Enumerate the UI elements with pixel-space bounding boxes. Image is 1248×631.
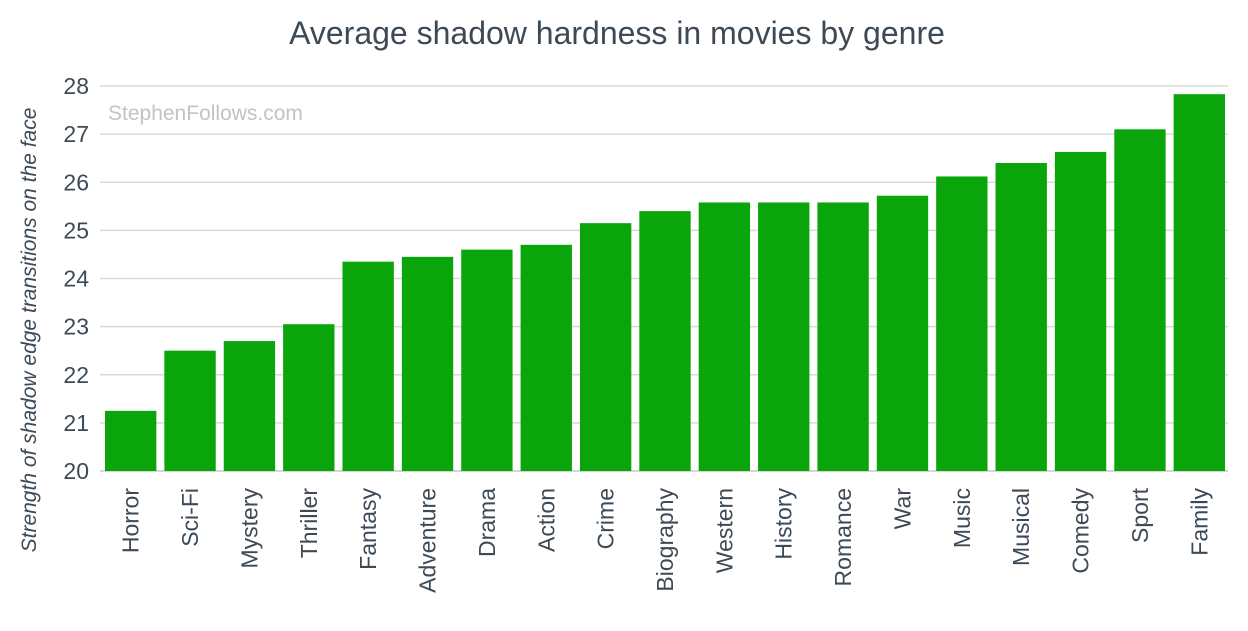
bar-sport bbox=[1114, 129, 1166, 471]
bar-horror bbox=[105, 410, 157, 471]
bar-comedy bbox=[1054, 151, 1107, 471]
x-tick-label: Sci-Fi bbox=[177, 488, 203, 547]
bar-biography bbox=[639, 211, 691, 471]
bar-drama bbox=[461, 249, 513, 471]
x-tick-label: Thriller bbox=[296, 488, 322, 559]
bar-adventure bbox=[401, 256, 454, 471]
y-tick-label: 26 bbox=[63, 169, 89, 195]
bar-music bbox=[936, 176, 988, 471]
y-tick-label: 25 bbox=[63, 217, 89, 243]
x-tick-label: Family bbox=[1186, 488, 1212, 556]
x-tick-label: Mystery bbox=[236, 488, 262, 569]
bar-romance bbox=[817, 202, 869, 471]
x-tick-label: Music bbox=[949, 488, 975, 548]
x-tick-label: Biography bbox=[652, 488, 678, 592]
x-tick-label: History bbox=[771, 488, 797, 560]
y-axis-ticks: 20 21 22 23 24 25 26 27 28 bbox=[63, 73, 89, 484]
y-axis-label: Strength of shadow edge transitions on t… bbox=[18, 108, 41, 553]
x-tick-label: Horror bbox=[118, 488, 144, 554]
chart-title: Average shadow hardness in movies by gen… bbox=[289, 15, 945, 51]
bar-sci-fi bbox=[164, 350, 216, 471]
y-tick-label: 23 bbox=[63, 314, 89, 340]
bars bbox=[105, 94, 1225, 472]
bar-mystery bbox=[223, 341, 276, 471]
x-tick-label: Adventure bbox=[415, 488, 441, 593]
x-tick-label: Action bbox=[533, 488, 559, 552]
x-tick-label: Fantasy bbox=[355, 488, 381, 570]
x-tick-label: Drama bbox=[474, 488, 500, 557]
x-tick-label: Musical bbox=[1008, 488, 1034, 566]
bar-family bbox=[1173, 94, 1225, 472]
bar-crime bbox=[579, 223, 632, 471]
y-tick-label: 27 bbox=[63, 121, 89, 147]
bar-thriller bbox=[283, 324, 335, 471]
bar-action bbox=[520, 244, 572, 471]
bar-war bbox=[876, 195, 929, 471]
x-tick-label: Romance bbox=[830, 488, 856, 586]
y-tick-label: 22 bbox=[63, 362, 89, 388]
x-axis-ticks: Horror Sci-Fi Mystery Thriller Fantasy Advent… bbox=[118, 487, 1213, 592]
bar-history bbox=[758, 202, 810, 471]
y-tick-label: 24 bbox=[63, 266, 89, 292]
x-tick-label: Comedy bbox=[1068, 488, 1094, 574]
x-tick-label: War bbox=[889, 488, 915, 530]
y-tick-label: 20 bbox=[63, 458, 89, 484]
watermark: StephenFollows.com bbox=[108, 102, 303, 125]
x-tick-label: Sport bbox=[1127, 487, 1153, 543]
bar-musical bbox=[995, 163, 1047, 471]
x-tick-label: Crime bbox=[593, 488, 619, 549]
bar-western bbox=[698, 202, 751, 471]
y-tick-label: 28 bbox=[63, 73, 89, 99]
y-tick-label: 21 bbox=[63, 410, 89, 436]
x-tick-label: Western bbox=[711, 488, 737, 573]
bar-fantasy bbox=[342, 261, 394, 471]
